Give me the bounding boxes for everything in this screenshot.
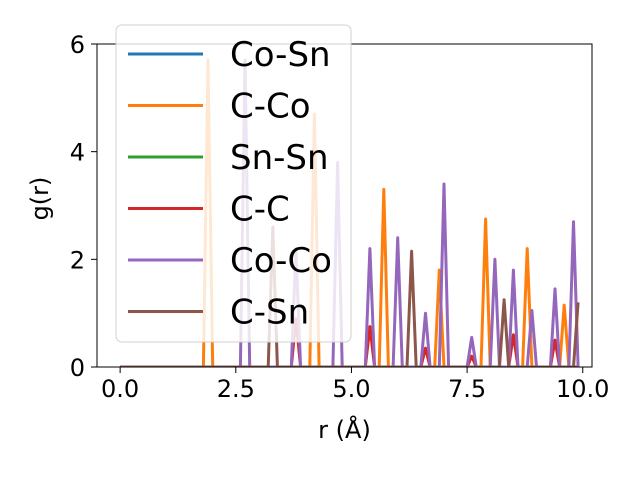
- legend-label: Co-Co: [230, 241, 332, 281]
- legend-label: C-Co: [230, 87, 311, 127]
- legend-label: Sn-Sn: [230, 138, 329, 178]
- series-line-c-co: [120, 58, 579, 367]
- series-line-co-co: [120, 58, 580, 367]
- x-tick-label: 0.0: [101, 375, 139, 403]
- legend-label: Co-Sn: [230, 35, 331, 75]
- legend-label: C-C: [230, 190, 290, 230]
- y-axis-ticks: 0 2 4 6: [70, 31, 97, 382]
- x-axis-label: r (Å): [318, 415, 371, 444]
- y-axis-label: g(r): [26, 177, 54, 221]
- y-tick-label: 2: [70, 246, 85, 274]
- x-tick-label: 2.5: [217, 375, 255, 403]
- x-tick-label: 7.5: [448, 375, 486, 403]
- x-tick-label: 10.0: [556, 375, 609, 403]
- legend-label: C-Sn: [230, 293, 309, 333]
- legend: Co-Sn C-Co Sn-Sn C-C Co-Co C-Sn: [115, 24, 352, 343]
- y-tick-label: 6: [70, 31, 85, 59]
- x-axis-ticks: 0.0 2.5 5.0 7.5 10.0: [101, 367, 609, 403]
- y-tick-label: 0: [70, 354, 85, 382]
- x-tick-label: 5.0: [332, 375, 370, 403]
- y-tick-label: 4: [70, 139, 85, 167]
